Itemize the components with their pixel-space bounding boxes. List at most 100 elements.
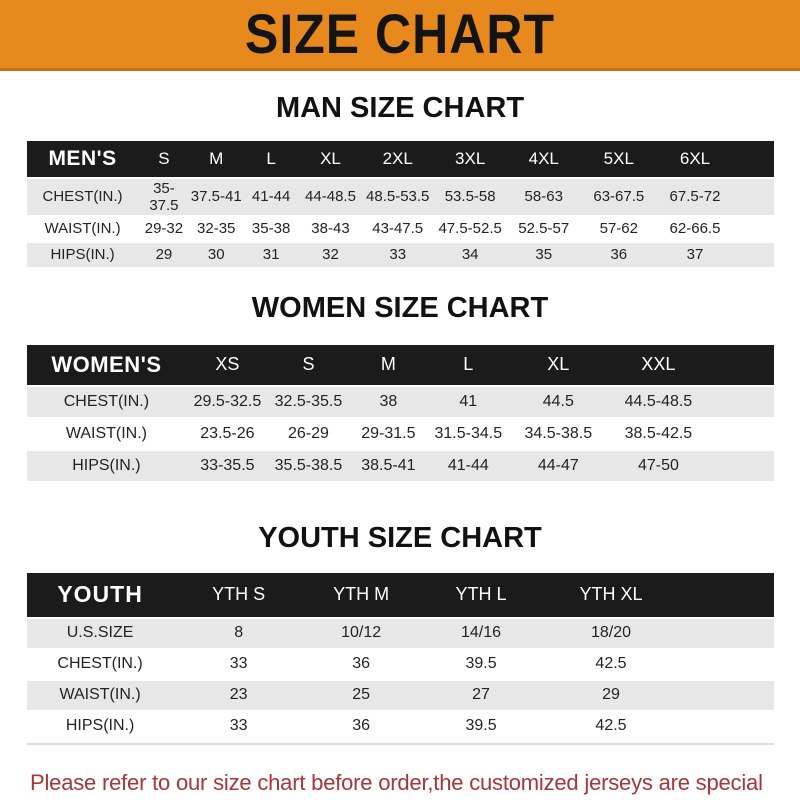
column-header: YTH S bbox=[173, 572, 304, 617]
table-title: MEN'S bbox=[26, 140, 139, 177]
column-header: L bbox=[243, 140, 300, 177]
size-value-cell: 23 bbox=[173, 680, 304, 710]
size-value-cell: 44.5 bbox=[508, 386, 609, 417]
spacer-cell bbox=[678, 618, 774, 648]
size-value-cell: 52.5-57 bbox=[506, 216, 581, 241]
size-value-cell: 34 bbox=[433, 242, 507, 267]
size-value-cell: 26-29 bbox=[268, 418, 349, 449]
table-row: HIPS(IN.) 29 30 31 32 33 34 35 36 37 bbox=[26, 242, 774, 267]
column-header: 4XL bbox=[506, 140, 581, 177]
size-value-cell: 25 bbox=[303, 680, 419, 710]
size-value-cell: 44-48.5 bbox=[299, 178, 362, 215]
column-header: 5XL bbox=[580, 140, 657, 177]
size-value-cell: 31.5-34.5 bbox=[428, 418, 509, 449]
size-value-cell: 42.5 bbox=[543, 711, 679, 741]
table-row: HIPS(IN.) 33 36 39.5 42.5 bbox=[26, 711, 774, 741]
footer-note-line1: Please refer to our size chart before or… bbox=[30, 769, 763, 795]
column-header: YTH M bbox=[303, 572, 419, 617]
column-header: S bbox=[138, 140, 190, 177]
size-value-cell: 38.5-42.5 bbox=[608, 418, 709, 449]
size-value-cell: 23.5-26 bbox=[186, 418, 269, 449]
banner-title: SIZE CHART bbox=[245, 2, 555, 66]
column-header: YTH L bbox=[418, 572, 544, 617]
row-label: HIPS(IN.) bbox=[26, 450, 187, 481]
column-header: 2XL bbox=[361, 140, 434, 177]
size-value-cell: 36 bbox=[303, 649, 419, 679]
size-value-cell: 47-50 bbox=[608, 450, 709, 481]
row-label: U.S.SIZE bbox=[26, 618, 174, 648]
column-header: XS bbox=[186, 344, 269, 385]
column-header: 6XL bbox=[656, 140, 734, 177]
row-label: WAIST(IN.) bbox=[26, 680, 174, 710]
table-row: WAIST(IN.) 29-32 32-35 35-38 38-43 43-47.5 47.… bbox=[26, 216, 774, 241]
size-value-cell: 53.5-58 bbox=[433, 178, 507, 215]
column-header: YTH XL bbox=[543, 572, 679, 617]
size-value-cell: 14/16 bbox=[418, 618, 544, 648]
spacer-cell bbox=[733, 216, 774, 241]
row-label: CHEST(IN.) bbox=[26, 178, 139, 215]
size-value-cell: 8 bbox=[173, 618, 304, 648]
spacer-cell bbox=[708, 450, 774, 481]
table-row: CHEST(IN.) 29.5-32.5 32.5-35.5 38 41 44.5 44.5… bbox=[26, 386, 774, 417]
men-size-table: MEN'S S M L XL 2XL 3XL 4XL 5XL 6XL CHEST(IN.) 35-37… bbox=[26, 139, 774, 269]
size-value-cell: 35-38 bbox=[243, 216, 300, 241]
size-value-cell: 35 bbox=[506, 242, 581, 267]
spacer-cell bbox=[678, 711, 774, 741]
size-value-cell: 44.5-48.5 bbox=[608, 386, 709, 417]
size-value-cell: 39.5 bbox=[418, 711, 544, 741]
spacer-cell bbox=[708, 386, 774, 417]
size-value-cell: 29 bbox=[543, 680, 679, 710]
column-header: S bbox=[268, 344, 349, 385]
column-header: XL bbox=[299, 140, 362, 177]
row-label: WAIST(IN.) bbox=[26, 418, 187, 449]
spacer-cell bbox=[733, 140, 774, 177]
size-value-cell: 29-32 bbox=[138, 216, 190, 241]
size-value-cell: 67.5-72 bbox=[656, 178, 734, 215]
size-value-cell: 18/20 bbox=[543, 618, 679, 648]
size-value-cell: 33 bbox=[361, 242, 434, 267]
women-section-heading: WOMEN SIZE CHART bbox=[251, 291, 549, 324]
size-chart-banner: SIZE CHART bbox=[0, 0, 800, 71]
youth-size-table: YOUTH YTH S YTH M YTH L YTH XL U.S.SIZE 8 10/12… bbox=[26, 571, 774, 745]
size-value-cell: 29 bbox=[138, 242, 190, 267]
column-header: 3XL bbox=[433, 140, 507, 177]
size-value-cell: 38 bbox=[348, 386, 429, 417]
size-value-cell: 37.5-41 bbox=[189, 178, 244, 215]
size-value-cell: 38.5-41 bbox=[348, 450, 429, 481]
table-title: WOMEN'S bbox=[26, 344, 187, 385]
size-value-cell: 29.5-32.5 bbox=[186, 386, 269, 417]
youth-section: YOUTH SIZE CHART YOUTH YTH S YTH M YTH L YTH… bbox=[0, 521, 800, 745]
size-value-cell: 41-44 bbox=[243, 178, 300, 215]
size-value-cell: 31 bbox=[243, 242, 300, 267]
row-label: HIPS(IN.) bbox=[26, 242, 139, 267]
size-value-cell: 33-35.5 bbox=[186, 450, 269, 481]
size-value-cell: 41-44 bbox=[428, 450, 509, 481]
size-value-cell: 36 bbox=[580, 242, 657, 267]
table-row: HIPS(IN.) 33-35.5 35.5-38.5 38.5-41 41-44 44-… bbox=[26, 450, 774, 481]
row-label: HIPS(IN.) bbox=[26, 711, 174, 741]
column-header: L bbox=[428, 344, 509, 385]
table-header-row: YOUTH YTH S YTH M YTH L YTH XL bbox=[26, 572, 774, 617]
size-value-cell: 44-47 bbox=[508, 450, 609, 481]
size-value-cell: 32-35 bbox=[189, 216, 244, 241]
youth-section-heading: YOUTH SIZE CHART bbox=[258, 521, 542, 554]
size-value-cell: 32 bbox=[299, 242, 362, 267]
size-value-cell: 38-43 bbox=[299, 216, 362, 241]
table-row: WAIST(IN.) 23 25 27 29 bbox=[26, 680, 774, 710]
size-value-cell: 41 bbox=[428, 386, 509, 417]
size-value-cell: 27 bbox=[418, 680, 544, 710]
spacer-cell bbox=[678, 572, 774, 617]
table-row: U.S.SIZE 8 10/12 14/16 18/20 bbox=[26, 618, 774, 648]
women-section: WOMEN SIZE CHART WOMEN'S XS S M L XL XXL CHEST(… bbox=[0, 291, 800, 483]
footer-note: Please refer to our size chart before or… bbox=[30, 767, 800, 800]
table-header-row: WOMEN'S XS S M L XL XXL bbox=[26, 344, 774, 385]
size-value-cell: 33 bbox=[173, 649, 304, 679]
size-value-cell: 34.5-38.5 bbox=[508, 418, 609, 449]
column-header: M bbox=[348, 344, 429, 385]
men-section: MAN SIZE CHART MEN'S S M L XL 2XL 3XL 4XL 5XL 6XL… bbox=[0, 92, 800, 269]
spacer-cell bbox=[733, 242, 774, 267]
size-value-cell: 63-67.5 bbox=[580, 178, 657, 215]
spacer-cell bbox=[708, 344, 774, 385]
table-row: CHEST(IN.) 35-37.5 37.5-41 41-44 44-48.5 48.5… bbox=[26, 178, 774, 215]
